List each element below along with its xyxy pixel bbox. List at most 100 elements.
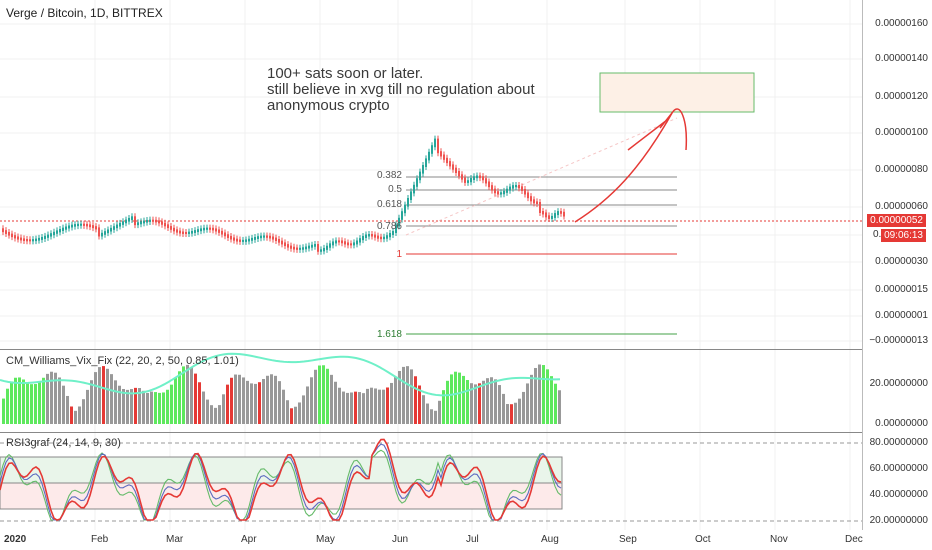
price-axis-label: −0.00000013: [869, 335, 928, 346]
vix-bar: [314, 369, 317, 424]
vix-bar: [426, 403, 429, 424]
vix-bar: [178, 371, 181, 424]
indicator-vix-label[interactable]: CM_Williams_Vix_Fix (22, 20, 2, 50, 0.85…: [6, 355, 239, 367]
candle-body: [542, 211, 544, 215]
candle-body: [20, 237, 22, 241]
candle-body: [116, 224, 118, 229]
candle-body: [467, 180, 469, 183]
candle-body: [440, 151, 442, 157]
candle-body: [173, 227, 175, 232]
candle-body: [68, 225, 70, 229]
vix-bar: [474, 384, 477, 424]
candle-body: [536, 201, 538, 204]
candle-body: [506, 188, 508, 193]
vix-bar: [102, 366, 105, 424]
candle-body: [425, 158, 427, 167]
candle-body: [248, 238, 250, 242]
candle-body: [206, 227, 208, 230]
candle-body: [53, 231, 55, 236]
x-axis-label: Dec: [845, 534, 863, 545]
vix-bar: [262, 378, 265, 424]
candle-body: [317, 244, 319, 252]
candle-body: [203, 227, 205, 231]
candle-body: [476, 175, 478, 179]
vix-bar: [346, 392, 349, 424]
vix-bar: [430, 409, 433, 424]
candle-body: [371, 234, 373, 237]
vix-bar: [326, 368, 329, 424]
candle-body: [179, 230, 181, 234]
candle-body: [389, 233, 391, 238]
candle-body: [188, 231, 190, 234]
vix-bar: [550, 376, 553, 424]
candle-body: [380, 236, 382, 240]
candle-body: [524, 188, 526, 195]
vix-bar: [502, 393, 505, 424]
price-axis-label: 0.00000030: [875, 256, 928, 267]
vix-bar: [546, 369, 549, 424]
candle-body: [110, 227, 112, 232]
candle-body: [428, 151, 430, 161]
vix-bar: [226, 384, 229, 424]
candle-body: [95, 226, 97, 230]
vix-bar: [114, 380, 117, 424]
candle-body: [392, 231, 394, 236]
vix-bar: [238, 374, 241, 424]
x-axis-label: Jun: [392, 534, 409, 545]
vix-bar: [146, 393, 149, 424]
vix-bar: [278, 381, 281, 424]
price-axis-label: 0.00000080: [875, 164, 928, 175]
rsi-line: [0, 438, 562, 521]
vix-bar: [514, 402, 517, 424]
candle-body: [128, 217, 130, 222]
vix-bar: [110, 374, 113, 424]
candle-body: [395, 224, 397, 233]
vix-bar: [218, 405, 221, 424]
fib-label: 0.786: [376, 221, 402, 232]
vix-bar: [50, 371, 53, 424]
candle-body: [59, 228, 61, 233]
vix-bar: [58, 377, 61, 424]
vix-bar: [422, 395, 425, 424]
candle-body: [41, 236, 43, 240]
candle-body: [500, 192, 502, 195]
pane-divider-2[interactable]: [0, 432, 862, 433]
candle-body: [443, 154, 445, 160]
candle-body: [533, 199, 535, 204]
candle-body: [551, 215, 553, 219]
candle-body: [368, 234, 370, 237]
candle-body: [383, 236, 385, 240]
vix-bar: [434, 410, 437, 424]
vix-bar: [410, 369, 413, 424]
candle-body: [101, 232, 103, 237]
candle-body: [167, 224, 169, 229]
vix-bar: [62, 385, 65, 424]
vix-bar: [518, 398, 521, 424]
price-axis-divider: [862, 0, 863, 530]
candle-body: [263, 235, 265, 238]
vix-bar: [370, 387, 373, 424]
candle-body: [137, 222, 139, 226]
candle-body: [182, 231, 184, 234]
vix-bar: [390, 382, 393, 424]
candle-body: [464, 177, 466, 183]
indicator-rsi-label[interactable]: RSI3graf (24, 14, 9, 30): [6, 437, 121, 449]
candle-body: [329, 243, 331, 248]
price-axis-label: 0.00000001: [875, 310, 928, 321]
candle-body: [266, 235, 268, 238]
candle-body: [452, 164, 454, 170]
candle-body: [209, 227, 211, 230]
candle-body: [152, 219, 154, 222]
candle-body: [350, 243, 352, 246]
candle-body: [365, 234, 367, 238]
vix-bar: [290, 408, 293, 424]
candle-body: [2, 228, 4, 233]
candle-body: [50, 233, 52, 237]
vix-bar: [82, 399, 85, 424]
candle-body: [230, 235, 232, 240]
annotation-text[interactable]: 100+ sats soon or later. still believe i…: [267, 66, 535, 114]
candle-body: [431, 145, 433, 154]
candle-body: [65, 226, 67, 230]
pane-divider-1[interactable]: [0, 349, 862, 350]
